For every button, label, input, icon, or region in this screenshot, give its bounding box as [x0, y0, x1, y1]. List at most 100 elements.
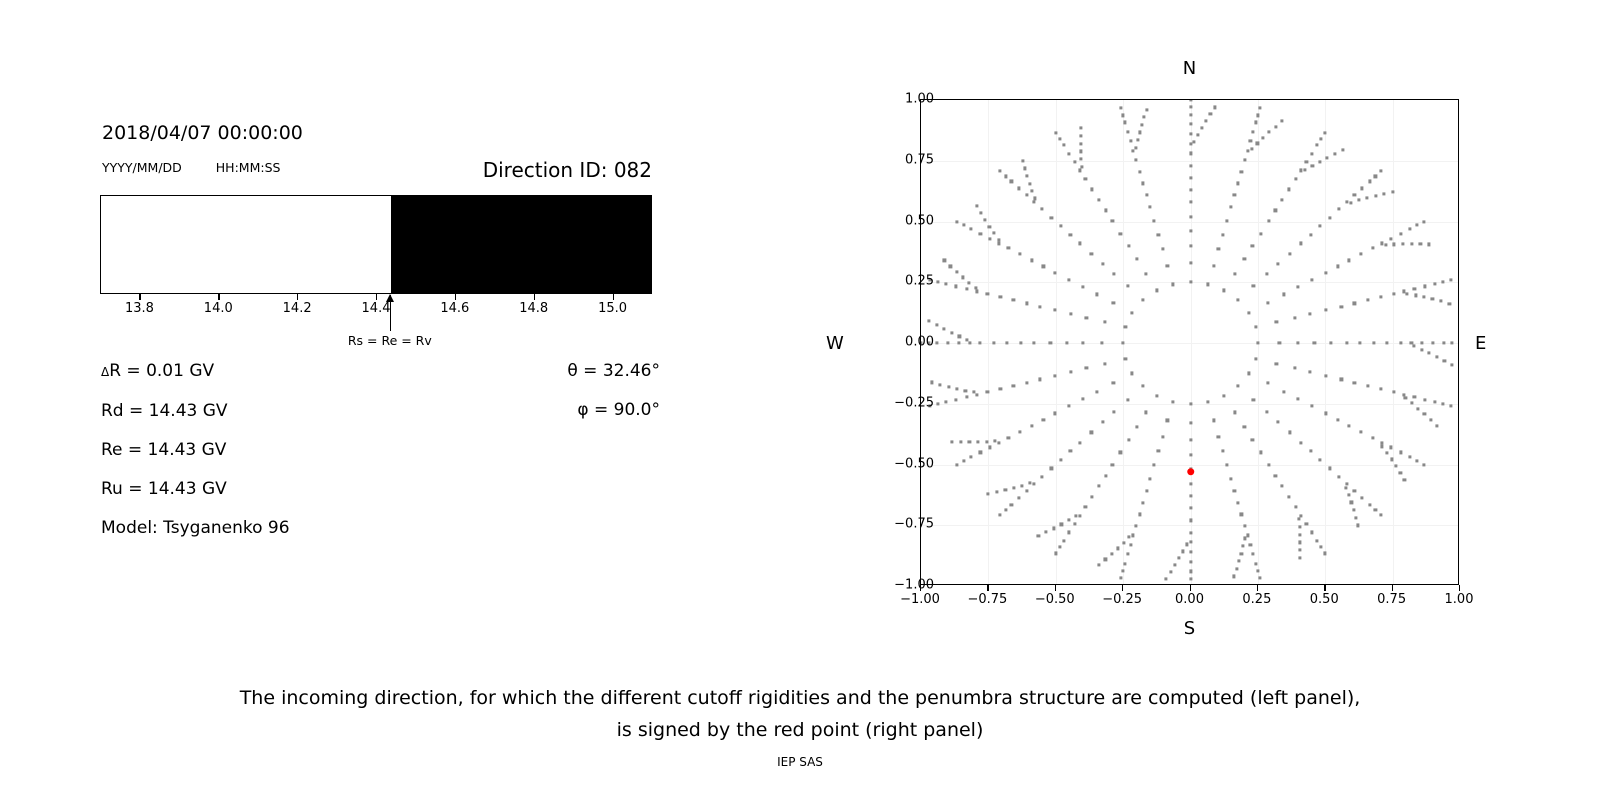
direction-point	[1049, 466, 1053, 471]
direction-point	[1273, 124, 1278, 129]
direction-point	[1097, 198, 1101, 202]
direction-point	[1323, 130, 1327, 135]
direction-point	[1298, 548, 1302, 552]
x-axis-tick	[1324, 585, 1326, 591]
direction-point	[1004, 508, 1008, 512]
direction-point	[1352, 381, 1357, 385]
direction-point	[1141, 181, 1145, 185]
direction-point	[1308, 312, 1312, 316]
direction-point	[1358, 341, 1362, 345]
direction-point	[1235, 567, 1239, 571]
direction-point	[1449, 278, 1453, 282]
parameter-line: Model: Tsyganenko 96	[101, 518, 290, 538]
direction-point	[1188, 402, 1193, 406]
direction-point	[967, 281, 971, 285]
direction-point	[1101, 262, 1105, 266]
direction-point	[1391, 190, 1395, 194]
direction-point	[1415, 223, 1419, 227]
direction-point	[1280, 484, 1284, 488]
direction-point	[1372, 341, 1376, 345]
direction-point	[1135, 425, 1139, 429]
direction-point	[1144, 489, 1149, 493]
direction-point	[967, 440, 971, 444]
direction-point	[1250, 244, 1255, 248]
direction-point	[1009, 179, 1013, 184]
direction-point	[1059, 224, 1063, 228]
direction-point	[978, 232, 983, 236]
direction-point	[1232, 489, 1237, 493]
direction-point	[1379, 513, 1383, 517]
direction-point	[1434, 423, 1439, 428]
direction-point	[1384, 243, 1388, 247]
direction-point	[1352, 489, 1356, 493]
direction-point	[1074, 514, 1078, 518]
direction-point	[1398, 471, 1402, 475]
direction-point	[1422, 412, 1427, 416]
direction-point	[988, 445, 992, 450]
direction-point	[1365, 298, 1370, 302]
direction-point	[1188, 132, 1193, 136]
direction-point	[1110, 463, 1114, 467]
direction-point	[1442, 359, 1446, 363]
direction-point	[1140, 123, 1144, 127]
direction-point	[1287, 187, 1291, 191]
direction-point	[1422, 295, 1426, 299]
direction-point	[1242, 425, 1246, 429]
direction-point	[1344, 486, 1348, 490]
x-axis-tick-label: 0.75	[1377, 592, 1407, 607]
selected-direction-marker[interactable]	[1186, 468, 1195, 476]
direction-point	[1090, 495, 1094, 499]
direction-point	[1288, 252, 1292, 256]
direction-point	[965, 338, 969, 342]
direction-point	[1134, 524, 1138, 528]
direction-point	[1294, 177, 1298, 181]
direction-point	[1078, 441, 1082, 445]
direction-point	[1447, 301, 1451, 306]
direction-point	[1410, 242, 1414, 246]
direction-point	[1328, 215, 1332, 220]
direction-point	[1380, 241, 1384, 245]
direction-point	[1141, 384, 1145, 388]
direction-point	[1423, 284, 1427, 288]
direction-point	[1239, 512, 1243, 516]
gridline-vertical	[988, 100, 990, 584]
direction-point	[975, 289, 979, 294]
parameter-line: Ru = 14.43 GV	[101, 479, 227, 499]
direction-point	[1441, 402, 1445, 406]
direction-point	[1236, 501, 1240, 505]
direction-point	[1148, 205, 1152, 209]
direction-point	[1126, 244, 1131, 248]
penumbra-x-tick-label: 15.0	[598, 301, 628, 316]
direction-point	[1188, 438, 1193, 442]
direction-point	[944, 400, 948, 404]
direction-point	[954, 398, 958, 402]
direction-point	[1081, 285, 1085, 289]
penumbra-band	[101, 196, 391, 293]
direction-point	[1267, 463, 1271, 467]
direction-point	[1380, 441, 1384, 445]
direction-point	[1335, 417, 1340, 422]
direction-point	[1083, 177, 1087, 181]
direction-point	[1119, 576, 1123, 580]
direction-point	[1312, 341, 1317, 345]
direction-point	[986, 492, 990, 496]
direction-point	[1288, 430, 1292, 434]
direction-point	[1318, 160, 1322, 164]
direction-point	[1084, 316, 1088, 320]
direction-point	[1130, 311, 1134, 315]
direction-point	[1078, 241, 1082, 245]
direction-point	[965, 395, 969, 399]
direction-point	[1188, 229, 1193, 233]
x-axis-tick-label: 0.00	[1175, 592, 1204, 607]
direction-point	[1130, 371, 1134, 375]
direction-point	[1155, 288, 1159, 292]
penumbra-band	[390, 196, 651, 293]
direction-point	[1248, 543, 1253, 547]
direction-point	[1081, 341, 1085, 345]
direction-point	[1152, 219, 1156, 223]
direction-point	[1296, 397, 1300, 401]
direction-point	[998, 513, 1002, 517]
y-axis-tick-label: 0.00	[905, 334, 934, 350]
direction-point	[1023, 166, 1027, 170]
direction-point	[1134, 146, 1138, 150]
